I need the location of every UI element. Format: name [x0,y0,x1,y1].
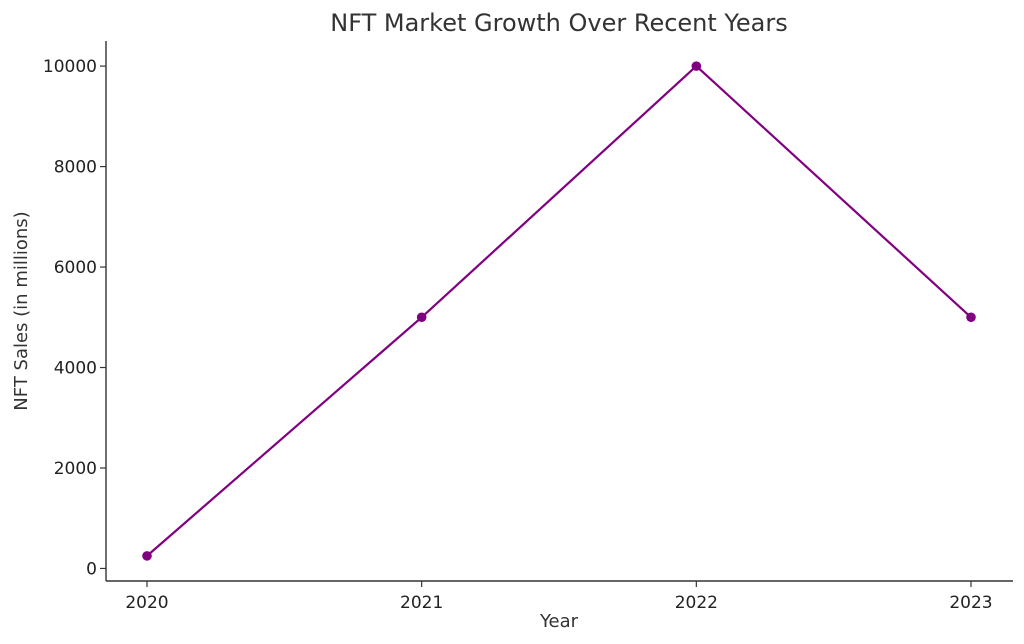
x-tick-label: 2022 [675,593,718,613]
y-tick-label: 2000 [54,459,97,479]
y-tick-label: 0 [86,559,97,579]
series-point [691,61,702,71]
chart-title: NFT Market Growth Over Recent Years [330,9,788,37]
series-point [142,551,152,561]
axes [105,41,1013,582]
series-point [966,312,976,323]
series-points [142,61,976,561]
x-axis-label: Year [539,611,579,632]
y-axis-label: NFT Sales (in millions) [11,211,32,410]
x-tick-label: 2023 [949,593,992,613]
y-tick-label: 6000 [54,258,97,278]
x-tick-label: 2020 [125,593,168,613]
y-tick-label: 10000 [43,57,97,77]
x-tick-label: 2021 [400,593,443,613]
series-line [146,65,972,557]
y-tick-label: 4000 [54,359,97,379]
y-axis-ticks: 0 2000 4000 6000 8000 10000 [43,57,106,579]
x-axis-ticks: 2020 2021 2022 2023 [125,581,993,613]
y-tick-label: 8000 [54,158,97,178]
series-point [416,312,427,323]
